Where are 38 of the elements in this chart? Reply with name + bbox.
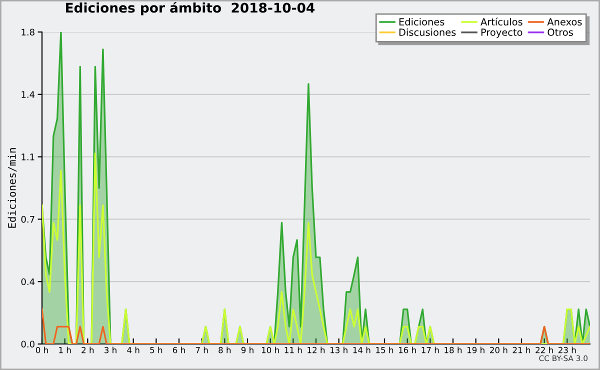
x-tick-label: 11 h (284, 346, 302, 354)
x-tick-label: 18 h (444, 346, 462, 354)
x-tick-label: 0 h (36, 346, 48, 354)
x-tick-label: 3 h (104, 346, 116, 354)
y-tick-label: 1.8 (22, 28, 34, 36)
x-tick-label: 12 h (308, 346, 325, 354)
x-tick-label: 7 h (196, 346, 208, 354)
x-tick-label: 9 h (241, 346, 254, 354)
y-tick-label: 0.0 (21, 340, 34, 348)
legend-label: Artículos (480, 18, 522, 26)
x-tick-label: 20 h (490, 346, 508, 354)
legend-label: Anexos (547, 18, 582, 26)
x-tick-label: 19 h (467, 346, 484, 354)
x-tick-label: 2 h (82, 346, 94, 354)
x-tick-label: 10 h (262, 346, 279, 354)
x-tick-label: 1 h (59, 346, 71, 354)
x-tick-label: 14 h (353, 346, 370, 354)
x-tick-label: 17 h (422, 346, 439, 354)
legend-label: Proyecto (481, 28, 522, 38)
legend-label: Otros (548, 28, 573, 36)
x-tick-label: 8 h (218, 346, 231, 354)
y-tick-label: 1.4 (22, 91, 35, 98)
x-tick-label: 6 h (172, 346, 185, 354)
y-tick-label: 1.1 (22, 154, 34, 160)
legend-label: Discusiones (399, 28, 456, 36)
y-axis-title: Ediciones/min (8, 148, 17, 228)
x-tick-label: 22 h (536, 346, 553, 354)
chart-title: Ediciones por ámbito 2018-10-04 (66, 2, 315, 16)
x-tick-label: 15 h (376, 346, 394, 354)
y-tick-label: 0.4 (21, 278, 35, 286)
x-tick-label: 21 h (512, 346, 530, 354)
x-tick-label: 13 h (330, 346, 348, 354)
x-tick-label: 16 h (398, 346, 416, 354)
x-tick-label: 4 h (127, 346, 140, 354)
y-tick-label: 0.7 (21, 216, 34, 223)
x-tick-label: 23 h (558, 346, 576, 354)
legend-label: Ediciones (399, 18, 444, 26)
x-tick-label: 5 h (150, 346, 162, 354)
